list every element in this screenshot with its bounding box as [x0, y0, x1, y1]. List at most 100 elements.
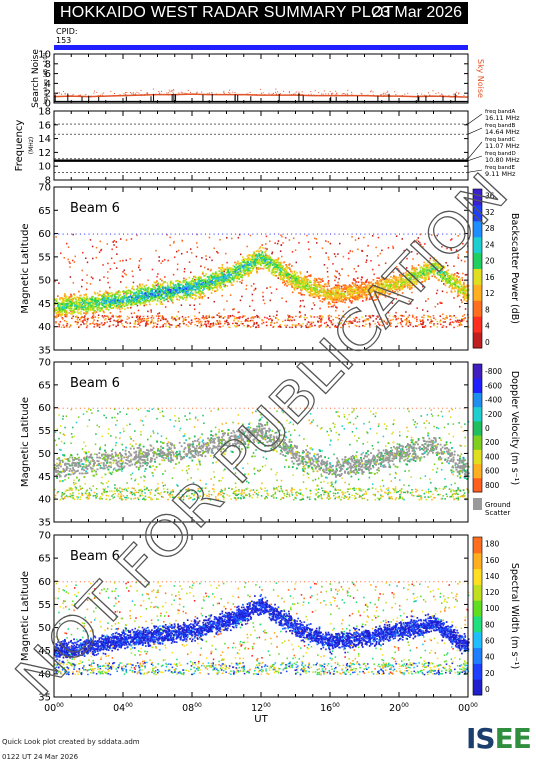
echo-cell	[381, 318, 383, 321]
echo-cell	[303, 287, 306, 290]
echo-cell	[338, 317, 341, 320]
echo-cell	[415, 316, 418, 318]
echo-cell	[356, 298, 359, 301]
echo-cell	[244, 272, 246, 275]
sky-noise-point	[190, 91, 192, 93]
echo-cell	[347, 296, 349, 299]
sky-noise-point	[62, 90, 64, 92]
echo-cell	[463, 290, 466, 292]
echo-cell	[69, 276, 72, 278]
echo-cell	[411, 267, 413, 270]
echo-cell	[465, 291, 468, 294]
echo-cell	[55, 316, 58, 318]
echo-cell	[197, 320, 199, 322]
echo-cell	[418, 272, 421, 275]
echo-cell	[465, 273, 468, 276]
echo-cell	[171, 294, 174, 297]
echo-cell	[299, 283, 302, 286]
echo-cell	[155, 294, 158, 297]
echo-cell	[458, 305, 461, 308]
echo-cell	[99, 298, 102, 300]
echo-cell	[221, 266, 224, 269]
echo-cell	[335, 286, 338, 289]
echo-cell	[78, 311, 81, 314]
echo-cell	[420, 271, 423, 273]
echo-cell	[166, 287, 169, 290]
echo-cell	[242, 315, 245, 317]
echo-cell	[378, 277, 380, 280]
echo-cell	[251, 293, 254, 296]
echo-cell	[210, 292, 213, 294]
echo-cell	[96, 297, 98, 300]
echo-cell	[411, 284, 413, 287]
echo-cell	[465, 293, 468, 295]
echo-cell	[229, 268, 232, 271]
echo-cell	[163, 297, 166, 299]
echo-cell	[410, 281, 413, 284]
sky-noise-point	[331, 94, 333, 96]
echo-cell	[295, 326, 297, 328]
echo-cell	[282, 265, 284, 267]
echo-cell	[424, 271, 426, 273]
echo-cell	[169, 236, 171, 239]
echo-cell	[289, 268, 291, 271]
echo-cell	[313, 284, 315, 287]
echo-cell	[240, 264, 243, 267]
sky-noise-point	[201, 91, 203, 93]
echo-cell	[420, 323, 423, 326]
echo-cell	[195, 291, 198, 294]
echo-cell	[91, 257, 94, 260]
echo-cell	[216, 276, 219, 278]
echo-cell	[340, 322, 342, 324]
echo-cell	[344, 295, 347, 297]
echo-cell	[348, 316, 351, 318]
echo-cell	[119, 260, 122, 262]
sky-noise-point	[386, 94, 388, 96]
echo-cell	[336, 289, 338, 292]
sky-noise-point	[126, 91, 128, 93]
echo-cell	[416, 325, 418, 327]
echo-cell	[349, 300, 351, 302]
sky-noise-point	[227, 94, 229, 96]
echo-cell	[369, 286, 372, 288]
echo-cell	[115, 305, 118, 307]
echo-cell	[68, 296, 71, 299]
echo-cell	[55, 300, 58, 302]
echo-cell	[251, 319, 253, 322]
echo-cell	[185, 287, 187, 290]
echo-cell	[443, 265, 446, 268]
echo-cell	[344, 323, 346, 326]
echo-cell	[202, 324, 205, 326]
echo-cell	[464, 308, 467, 310]
echo-cell	[226, 236, 228, 239]
echo-cell	[367, 290, 370, 292]
echo-cell	[65, 325, 68, 327]
echo-cell	[332, 293, 335, 296]
echo-cell	[260, 253, 262, 256]
echo-cell	[377, 321, 379, 324]
echo-cell	[268, 318, 270, 321]
echo-cell	[400, 323, 402, 326]
sky-noise-point	[401, 96, 403, 98]
plot-title: HOKKAIDO WEST RADAR SUMMARY PLOT	[60, 4, 394, 21]
echo-cell	[156, 275, 158, 278]
sky-noise-point	[383, 94, 385, 96]
echo-cell	[240, 322, 242, 325]
echo-cell	[448, 280, 451, 283]
echo-cell	[357, 296, 360, 298]
echo-cell	[328, 285, 331, 287]
echo-cell	[424, 274, 427, 277]
echo-cell	[318, 320, 321, 322]
echo-cell	[234, 277, 237, 280]
echo-cell	[189, 304, 191, 307]
echo-cell	[436, 303, 439, 305]
echo-cell	[405, 277, 408, 280]
echo-cell	[343, 294, 346, 297]
echo-cell	[309, 289, 312, 292]
echo-cell	[190, 288, 192, 290]
echo-cell	[204, 278, 207, 281]
echo-cell	[218, 285, 221, 288]
sky-noise-point	[211, 92, 213, 94]
echo-cell	[430, 262, 433, 265]
echo-cell	[166, 284, 169, 287]
